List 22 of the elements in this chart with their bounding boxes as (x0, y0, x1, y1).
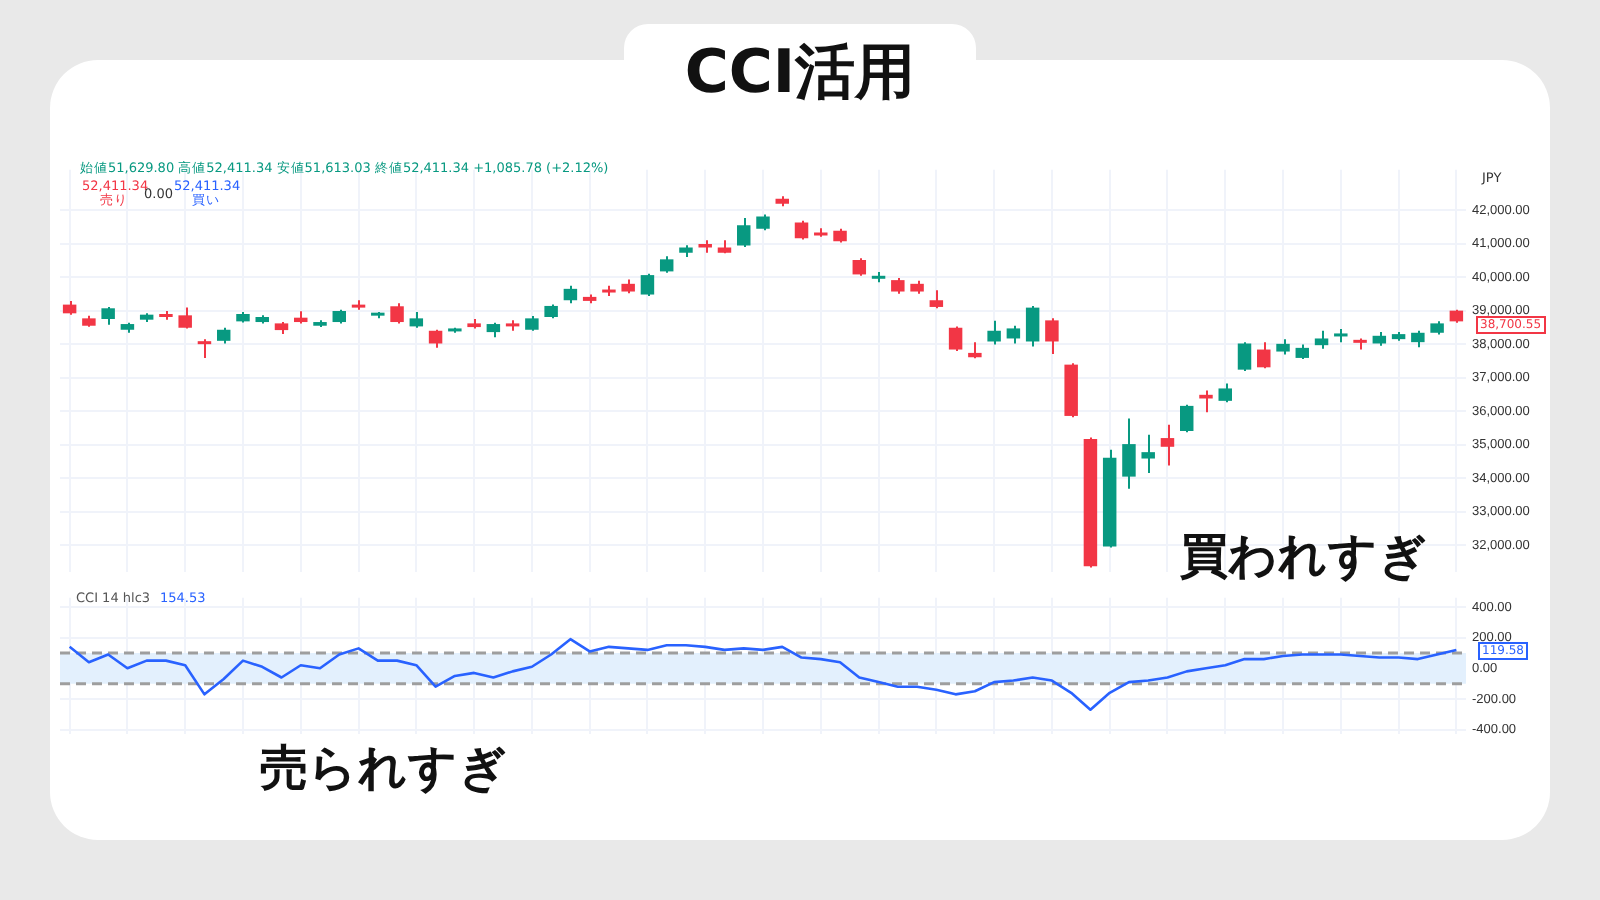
candlestick (737, 217, 751, 248)
candlestick (428, 328, 443, 349)
candlestick (1257, 341, 1271, 370)
candlestick (1045, 317, 1059, 355)
chart-title: CCI活用 (624, 24, 976, 124)
candlestick (390, 302, 404, 325)
candlestick (948, 325, 963, 352)
candlestick (987, 319, 1001, 346)
candlestick (197, 338, 212, 359)
candlestick (794, 219, 809, 241)
candlestick (1179, 403, 1194, 434)
candlestick (929, 289, 944, 310)
candlestick (1314, 329, 1329, 350)
candlestick (1122, 417, 1136, 490)
candlestick (640, 272, 655, 297)
text: 売られすぎ (260, 738, 508, 800)
candlestick (1141, 433, 1155, 474)
annotation: 買われすぎ (1180, 526, 1428, 588)
candlestick (1237, 341, 1252, 372)
candlestick (1025, 304, 1040, 348)
candlestick (1160, 423, 1175, 467)
candlestick (1218, 382, 1232, 404)
